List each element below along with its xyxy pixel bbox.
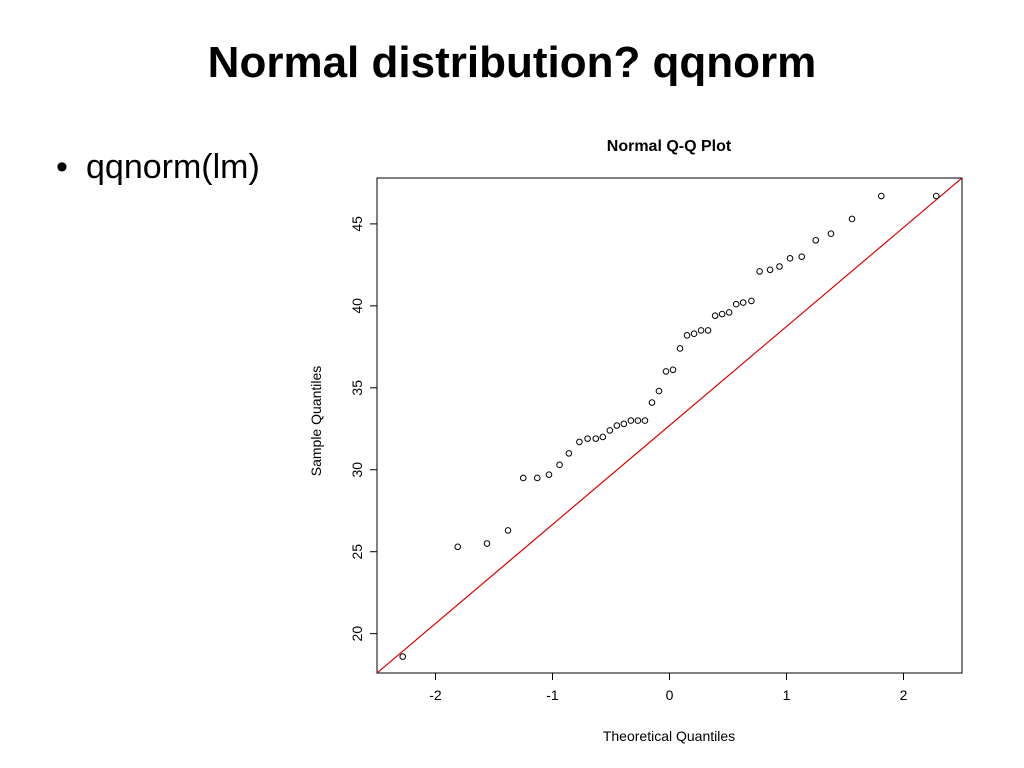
data-point [613, 422, 621, 429]
data-point [620, 420, 628, 428]
data-point [545, 471, 553, 478]
data-point [584, 435, 591, 442]
x-tick-label: 0 [666, 687, 674, 703]
data-point [565, 450, 573, 457]
y-tick-label: 45 [349, 216, 365, 232]
y-tick-label: 20 [349, 626, 365, 642]
data-point [655, 387, 663, 395]
data-point [798, 253, 806, 260]
slide-title: Normal distribution? qqnorm [207, 38, 817, 87]
bullet-text: qqnorm(lm) [86, 148, 260, 186]
data-point [576, 438, 583, 446]
data-point [848, 215, 856, 223]
data-point [776, 263, 783, 270]
chart-title: Normal Q-Q Plot [607, 138, 732, 155]
y-tick-label: 30 [349, 462, 365, 478]
data-point [766, 266, 774, 274]
x-tick-label: -1 [546, 687, 559, 703]
data-point [690, 330, 698, 338]
reference-line [377, 178, 962, 673]
data-point [812, 236, 820, 244]
data-point [504, 527, 512, 534]
bullet-item: • qqnorm(lm) [56, 148, 260, 187]
data-point [533, 474, 541, 482]
bullet-marker: • [56, 148, 68, 186]
data-point [483, 540, 491, 547]
data-point [932, 192, 940, 200]
data-point [697, 327, 705, 334]
data-point [739, 299, 747, 306]
data-point [519, 474, 527, 482]
data-point [786, 255, 794, 262]
data-point [732, 300, 740, 308]
data-point [827, 230, 835, 238]
data-point [669, 366, 677, 374]
y-axis-label: Sample Quantiles [308, 366, 324, 477]
x-tick-label: -2 [429, 687, 442, 703]
data-point [641, 417, 649, 424]
data-point [556, 461, 563, 469]
data-point [676, 345, 684, 352]
y-tick-label: 25 [349, 544, 365, 560]
data-point [599, 433, 607, 441]
x-tick-label: 2 [900, 687, 908, 703]
data-point [634, 417, 642, 424]
data-point [454, 543, 462, 551]
data-point [662, 368, 670, 375]
data-point [627, 417, 635, 424]
data-point [704, 327, 712, 334]
x-tick-label: 1 [783, 687, 791, 703]
data-point [399, 653, 407, 660]
data-point [748, 297, 755, 305]
data-point [718, 310, 726, 318]
data-point [725, 309, 733, 316]
data-point [877, 192, 885, 200]
data-point [756, 268, 763, 275]
data-point [592, 435, 600, 442]
data-point [683, 332, 691, 339]
y-tick-label: 35 [349, 380, 365, 396]
data-point [648, 399, 656, 406]
y-tick-label: 40 [349, 298, 365, 314]
data-point [711, 312, 719, 319]
data-point [606, 427, 614, 434]
x-axis-label: Theoretical Quantiles [603, 728, 735, 744]
